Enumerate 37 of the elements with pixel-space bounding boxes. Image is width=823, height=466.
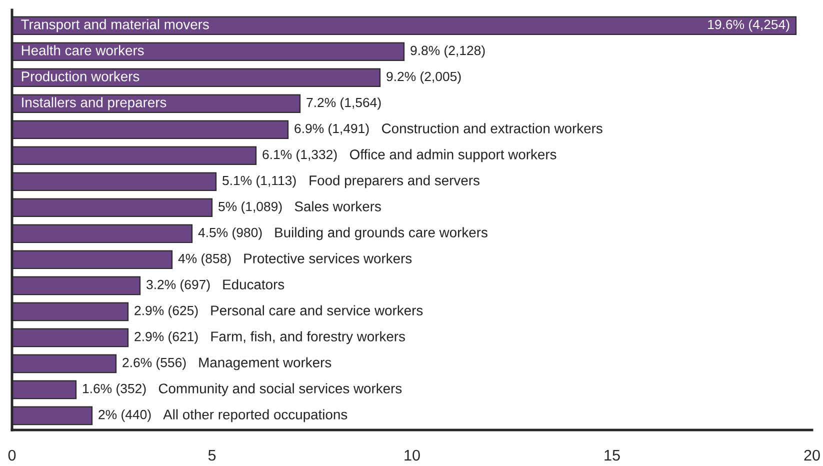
- data-label: 2.9% (621): [134, 332, 198, 344]
- y-tick-label: Community and social services workers: [158, 383, 402, 396]
- data-label: 2.6% (556): [122, 358, 186, 370]
- data-label: 5.1% (1,113): [222, 175, 296, 188]
- x-tick-label: 10: [404, 450, 420, 461]
- data-label: 9.2% (2,005): [386, 71, 461, 84]
- data-label: 5% (1,089): [218, 201, 282, 214]
- data-label: 2% (440): [98, 410, 151, 422]
- y-tick-label: Installers and preparers: [22, 97, 166, 110]
- y-tick-label: Protective services workers: [244, 253, 412, 264]
- data-label: 19.6% (4,254): [708, 19, 790, 32]
- y-tick-label: Office and admin support workers: [350, 149, 556, 162]
- y-tick-label: Management workers: [199, 357, 332, 370]
- y-tick-label: Transport and material movers: [21, 19, 209, 32]
- y-tick-label: All other reported occupations: [163, 409, 348, 422]
- data-label: 6.1% (1,332): [262, 149, 337, 162]
- data-label: 4% (858): [178, 254, 231, 266]
- data-label: 4.5% (980): [198, 228, 262, 240]
- data-label: 3.2% (697): [146, 280, 210, 292]
- x-tick-label: 15: [604, 450, 620, 461]
- x-tick-label: 0: [8, 450, 16, 461]
- y-tick-label: Personal care and service workers: [211, 305, 423, 316]
- y-tick-label: Sales workers: [294, 201, 381, 212]
- y-tick-label: Food preparers and servers: [310, 175, 480, 188]
- y-tick-label: Building and grounds care workers: [275, 227, 488, 240]
- x-tick-label: 5: [208, 450, 216, 461]
- x-tick-label: 20: [804, 450, 820, 461]
- data-label: 7.2% (1,564): [306, 97, 381, 110]
- y-tick-label: Construction and extraction workers: [382, 123, 602, 134]
- data-label: 2.9% (625): [134, 306, 198, 318]
- data-label: 6.9% (1,491): [294, 123, 369, 136]
- y-tick-label: Farm, fish, and forestry workers: [211, 331, 405, 344]
- y-tick-label: Health care workers: [22, 45, 144, 56]
- y-tick-label: Educators: [223, 279, 284, 290]
- data-label: 9.8% (2,128): [410, 45, 485, 58]
- data-label: 1.6% (352): [83, 384, 146, 396]
- y-tick-label: Production workers: [22, 71, 140, 82]
